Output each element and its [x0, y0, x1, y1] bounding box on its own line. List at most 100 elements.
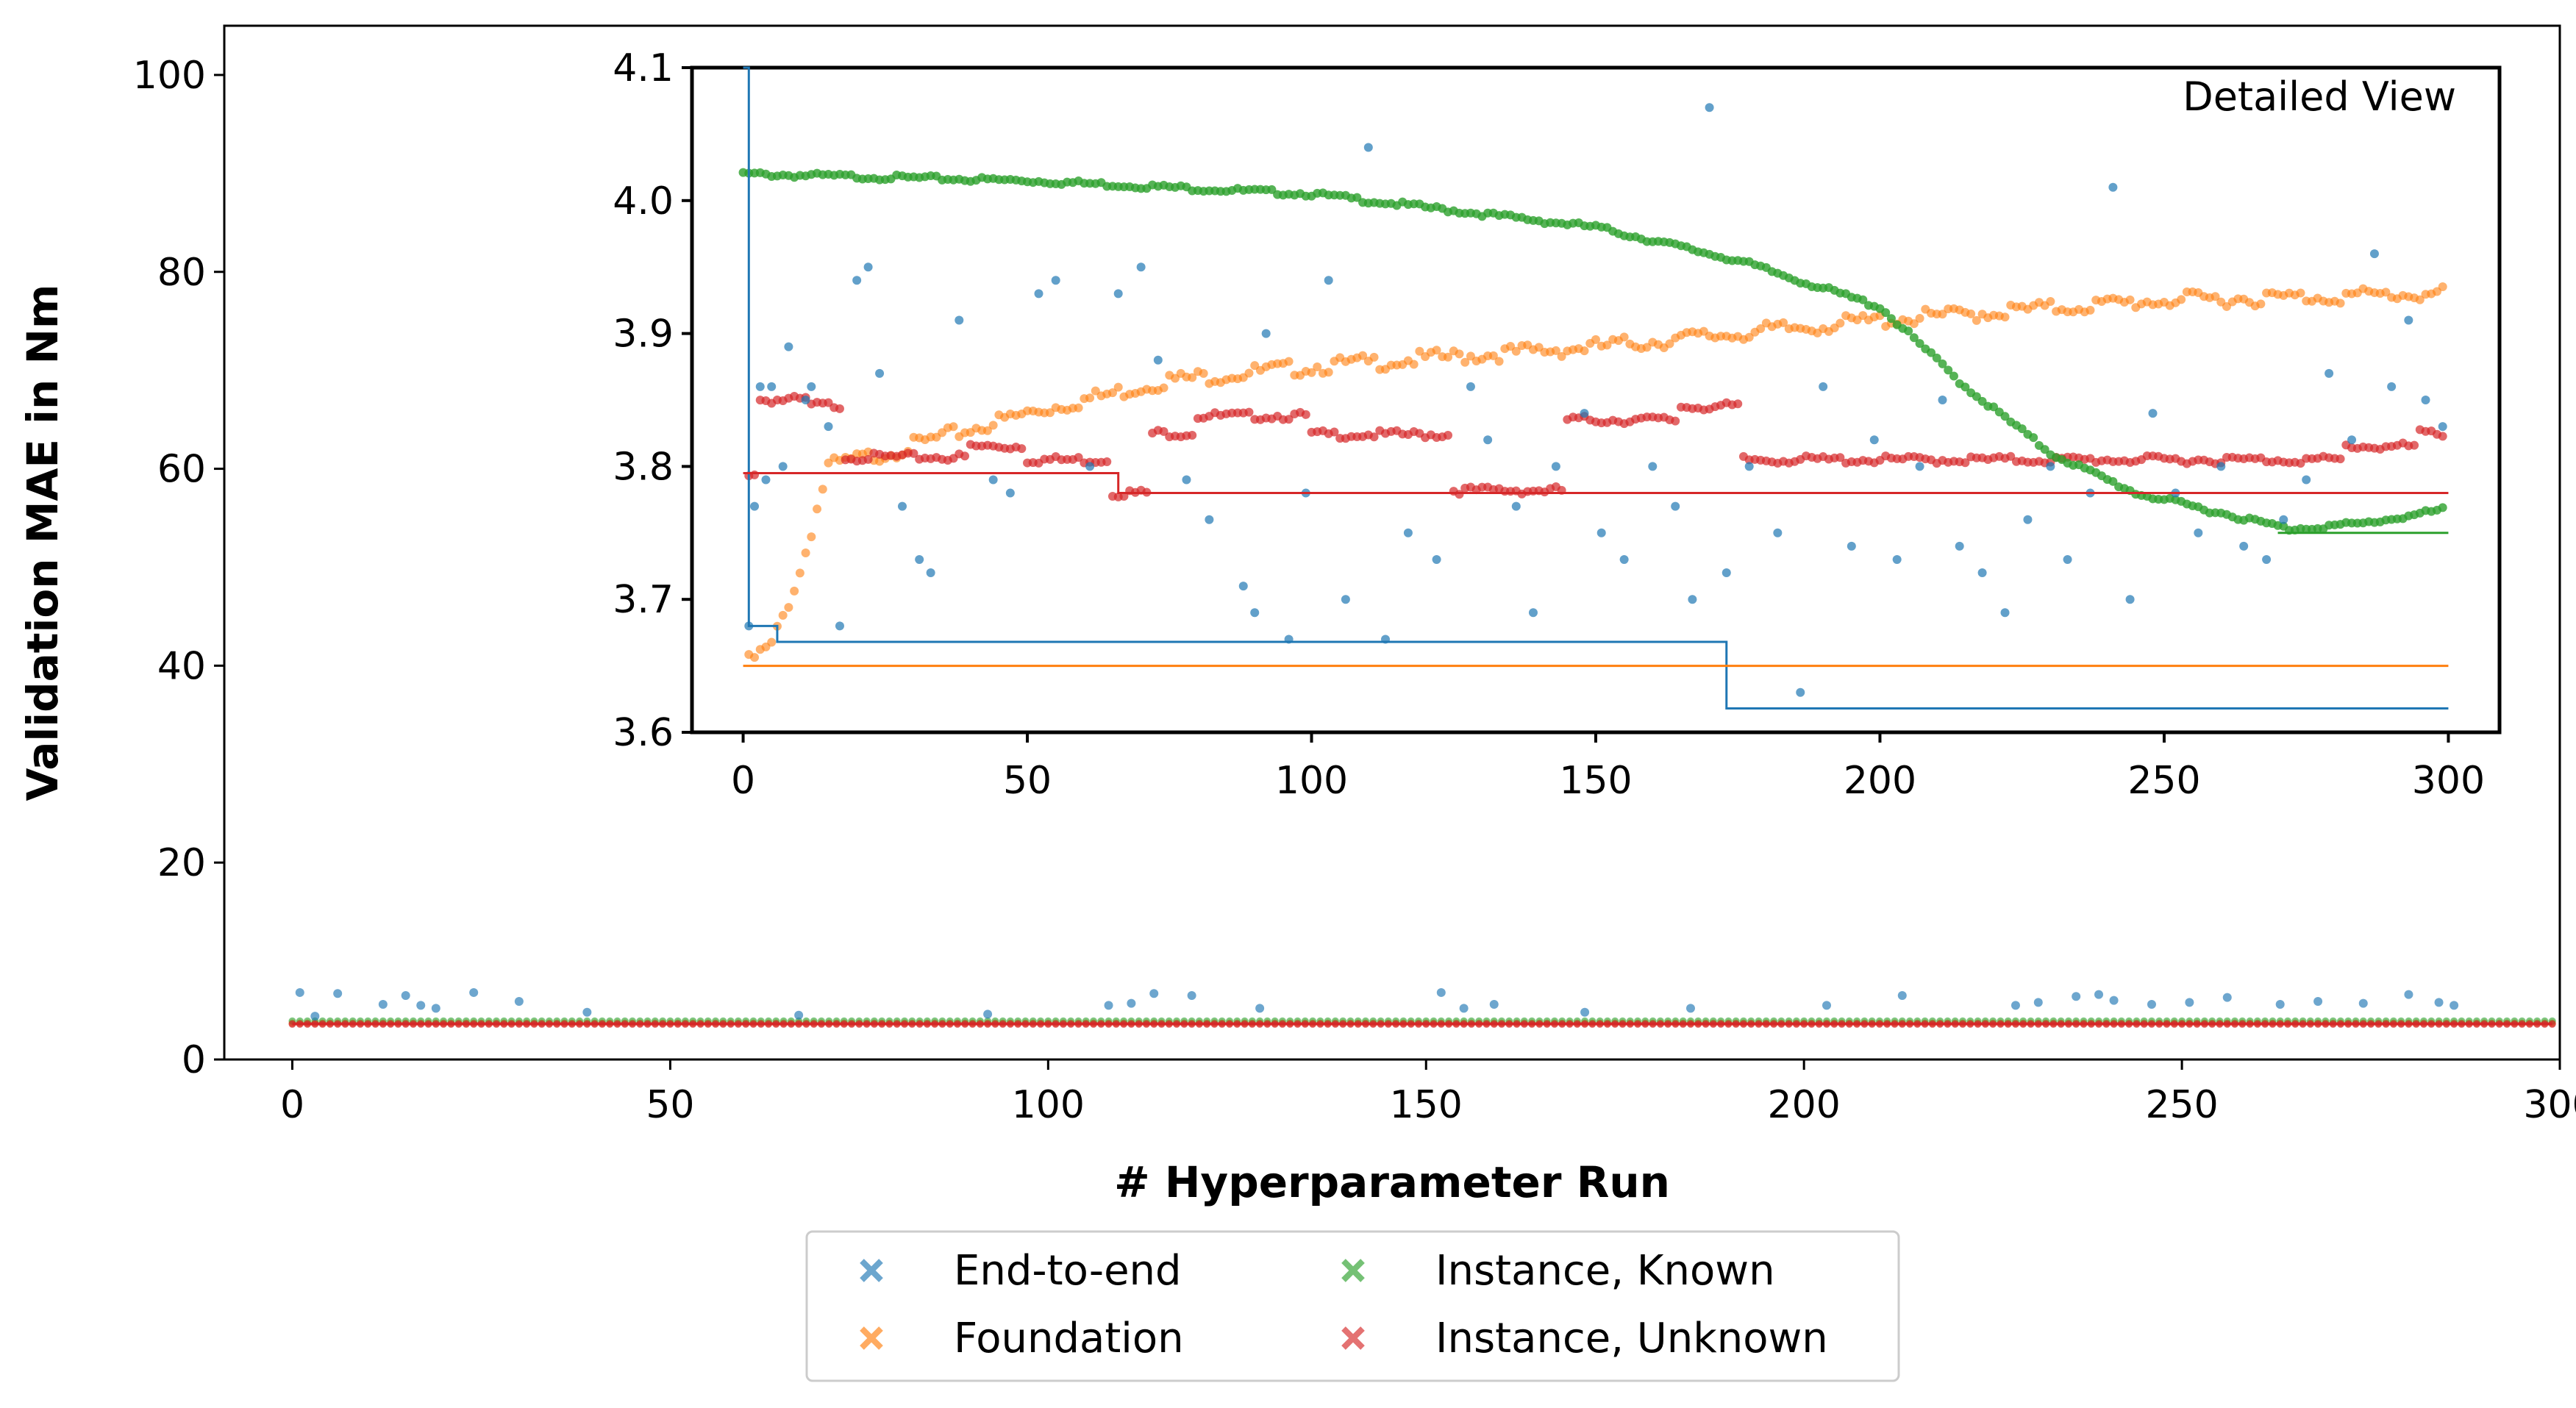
inset-point-end-to-end: [767, 382, 777, 391]
inset-point-foundation: [1642, 343, 1652, 352]
y-axis-title: Validation MAE in Nm: [18, 285, 68, 801]
main-point-end-to-end: [2033, 998, 2043, 1007]
inset-point-end-to-end: [1688, 595, 1697, 604]
inset-point-instance-unknown: [824, 398, 833, 407]
legend-label-instance-known: Instance, Known: [1435, 1247, 1775, 1295]
inset-point-end-to-end: [955, 315, 964, 325]
inset-point-end-to-end: [1113, 289, 1123, 299]
inset-point-end-to-end: [2125, 595, 2135, 604]
inset-point-instance-unknown: [1733, 399, 1743, 409]
inset-point-instance-unknown: [863, 454, 873, 464]
inset-point-end-to-end: [1403, 528, 1413, 537]
inset-point-end-to-end: [1528, 608, 1538, 618]
inset-point-instance-unknown: [2006, 451, 2016, 461]
inset-point-instance-unknown: [1301, 410, 1310, 419]
inset-point-foundation: [1409, 360, 1419, 369]
inset-point-foundation: [1602, 340, 1612, 350]
main-point-end-to-end: [1187, 990, 1196, 1000]
main-point-end-to-end: [2450, 1001, 2459, 1010]
legend-marker-instance-unknown: [1341, 1326, 1365, 1350]
inset-point-end-to-end: [897, 501, 907, 511]
inset-y-tick-label: 4.0: [613, 179, 674, 224]
x-tick-label: 300: [2523, 1083, 2576, 1127]
inset-point-foundation: [1619, 332, 1629, 342]
inset-point-instance-unknown: [2410, 440, 2419, 450]
inset-point-instance-unknown: [1188, 430, 1197, 440]
main-point-end-to-end: [2185, 998, 2194, 1007]
inset-point-end-to-end: [1136, 262, 1146, 272]
inset-point-foundation: [2177, 295, 2186, 304]
inset-point-foundation: [1779, 318, 1788, 327]
inset-point-foundation: [1444, 352, 1453, 362]
main-point-end-to-end: [2011, 1001, 2020, 1010]
inset-point-end-to-end: [1153, 355, 1163, 365]
main-point-end-to-end: [2222, 993, 2232, 1002]
y-tick-label: 100: [133, 54, 206, 98]
inset-point-end-to-end: [1705, 103, 1714, 112]
inset-point-end-to-end: [926, 568, 935, 578]
main-point-end-to-end: [2275, 1000, 2285, 1009]
main-point-end-to-end: [582, 1007, 592, 1017]
inset-point-end-to-end: [1051, 276, 1060, 285]
inset-point-instance-unknown: [1671, 416, 1680, 426]
inset-point-foundation: [1284, 357, 1294, 366]
inset-point-end-to-end: [2063, 554, 2072, 564]
inset-point-instance-unknown: [835, 404, 844, 413]
inset-point-instance-unknown: [2438, 432, 2447, 441]
inset-point-end-to-end: [863, 262, 873, 272]
inset-point-end-to-end: [1324, 276, 1333, 285]
inset-y-tick-label: 4.1: [613, 46, 674, 90]
inset-point-instance-known: [1927, 348, 1936, 357]
inset-point-foundation: [2336, 299, 2345, 308]
inset-point-foundation: [1199, 368, 1208, 378]
x-tick-label: 50: [646, 1083, 694, 1127]
inset-point-foundation: [1591, 335, 1600, 344]
inset-point-instance-known: [1932, 353, 1941, 362]
main-point-end-to-end: [983, 1009, 993, 1019]
inset-point-instance-known: [1977, 396, 1987, 406]
inset-point-end-to-end: [2421, 396, 2430, 404]
inset-axes-frame: [690, 65, 2502, 735]
inset-point-end-to-end: [2000, 608, 2010, 618]
inset-point-foundation: [1369, 352, 1379, 362]
inset-point-foundation: [1074, 403, 1083, 412]
inset-point-end-to-end: [988, 475, 998, 485]
inset-point-instance-known: [2108, 476, 2118, 486]
inset-point-end-to-end: [807, 382, 816, 391]
inset-point-foundation: [795, 568, 804, 578]
y-tick-label: 20: [157, 841, 206, 885]
inset-point-end-to-end: [1773, 528, 1783, 537]
inset-point-end-to-end: [852, 276, 862, 285]
inset-point-foundation: [1085, 393, 1095, 403]
main-point-end-to-end: [333, 989, 343, 998]
inset-point-end-to-end: [1796, 687, 1805, 697]
inset-best-line-end-to-end: [743, 66, 2449, 710]
inset-point-instance-unknown: [960, 451, 970, 461]
inset-point-foundation: [988, 421, 998, 430]
main-point-end-to-end: [1822, 1001, 1832, 1010]
inset-point-end-to-end: [761, 475, 771, 485]
inset-point-foundation: [1113, 382, 1123, 392]
legend-marker-instance-known: [1341, 1259, 1365, 1282]
inset-point-end-to-end: [1466, 382, 1475, 391]
inset-point-foundation: [784, 603, 793, 612]
inset-point-foundation: [1551, 346, 1560, 355]
inset-y-tick-label: 3.8: [613, 445, 674, 489]
inset-x-tick-label: 250: [2127, 759, 2200, 803]
inset-point-end-to-end: [1250, 608, 1260, 618]
inset-point-foundation: [1915, 313, 1924, 323]
inset-point-end-to-end: [1722, 568, 1731, 578]
inset-point-instance-unknown: [1074, 453, 1083, 462]
inset-point-end-to-end: [1819, 382, 1828, 391]
inset-point-foundation: [1580, 346, 1589, 356]
inset-point-end-to-end: [1432, 554, 1441, 564]
inset-point-instance-unknown: [1960, 458, 1970, 468]
inset-point-foundation: [778, 610, 788, 620]
inset-point-end-to-end: [2347, 435, 2357, 445]
inset-point-instance-known: [1944, 365, 1953, 375]
inset-point-end-to-end: [835, 621, 844, 631]
inset-point-end-to-end: [1869, 435, 1879, 445]
inset-point-end-to-end: [2302, 475, 2311, 485]
inset-point-foundation: [1756, 324, 1766, 333]
inset-best-line-instance-unknown: [743, 471, 2449, 495]
